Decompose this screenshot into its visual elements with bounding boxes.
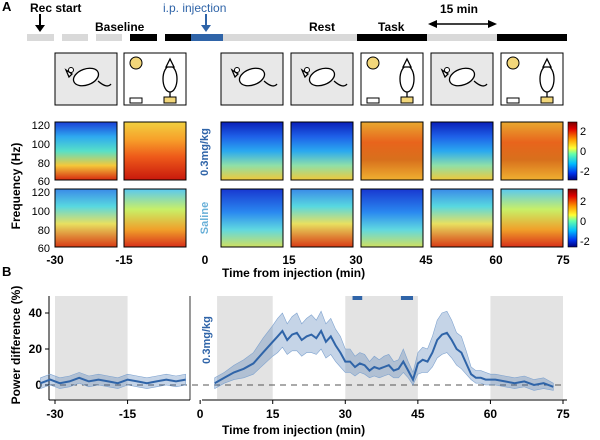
task-mouse-icon [506, 56, 555, 104]
rest-condition-panel [430, 52, 494, 106]
duration-label: 15 min [440, 2, 478, 16]
task-condition-panel [123, 52, 187, 106]
panel-a-xticks: -30 -15 0 15 30 45 60 75 [46, 253, 570, 267]
rec-start-arrowhead-icon [35, 25, 45, 32]
colorbar-tick: 0 [580, 146, 586, 158]
xtick-label: 30 [339, 407, 353, 421]
ytick-label: 100 [32, 206, 50, 218]
colorbar-bottom: 2 0 -2 [567, 188, 590, 248]
panel-a-ylabel: Frequency (Hz) [9, 143, 23, 230]
panel-b-ylabel: Power difference (%) [9, 286, 23, 405]
colorbar-tick: 0 [580, 216, 586, 228]
dose-label-a: 0.3mg/kg [199, 128, 211, 176]
xtick-label: -15 [119, 407, 137, 421]
rest-condition-panel [54, 52, 118, 106]
colorbar-tick: 2 [580, 196, 586, 208]
spectrogram-row-saline [54, 188, 564, 248]
power-difference-chart: 40 20 0 -30 -15 0 15 30 45 60 75 [29, 296, 570, 421]
xtick-label: 0 [197, 407, 204, 421]
resting-mouse-icon [300, 67, 348, 87]
ytick-label: 20 [29, 342, 43, 356]
xtick-label: 60 [489, 253, 503, 267]
saline-label: Saline [199, 202, 211, 234]
colorbar-tick: -2 [580, 236, 590, 248]
arrow-right-icon [488, 20, 497, 28]
task-condition-panel [360, 52, 424, 106]
panel-a-yticks-bottom: 120 100 80 60 [32, 187, 50, 255]
xtick-label: -15 [115, 253, 133, 267]
injection-marker: i.p. injection [163, 1, 226, 32]
ytick-label: 80 [38, 158, 50, 170]
rest-condition-panel [220, 52, 284, 106]
xtick-label: 60 [484, 407, 498, 421]
injection-arrowhead-icon [201, 25, 211, 32]
ytick-label: 60 [38, 243, 50, 255]
task-epoch-shade [217, 296, 273, 399]
ytick-label: 60 [38, 176, 50, 188]
dose-label-b: 0.3mg/kg [201, 316, 213, 364]
xtick-label: 15 [282, 253, 296, 267]
panel-b-xlabel: Time from injection (min) [222, 423, 365, 437]
resting-mouse-icon [440, 67, 488, 87]
ytick-label: 100 [32, 139, 50, 151]
panel-a-yticks-top: 120 100 80 60 [32, 120, 50, 188]
xtick-label: -30 [46, 407, 64, 421]
rec-start-marker: Rec start [30, 1, 81, 32]
injection-label: i.p. injection [163, 1, 226, 15]
resting-mouse-icon [64, 67, 112, 87]
spectrogram-row-dose [54, 121, 564, 181]
panel-a-label: A [2, 0, 12, 14]
xtick-label: 45 [411, 407, 425, 421]
mean-line [40, 376, 186, 385]
resting-mouse-icon [230, 67, 278, 87]
ytick-label: 120 [32, 120, 50, 132]
colorbar-tick: 2 [580, 126, 586, 138]
xtick-label: -30 [46, 253, 64, 267]
condition-icons [54, 52, 564, 106]
mean-line [214, 328, 554, 388]
colorbar-top: 2 0 -2 [567, 121, 590, 181]
confidence-band [40, 372, 186, 390]
xtick-label: 0 [202, 253, 209, 267]
rest-label: Rest [309, 20, 335, 34]
ytick-label: 40 [29, 306, 43, 320]
ytick-label: 80 [38, 225, 50, 237]
task-mouse-icon [366, 56, 415, 104]
duration-scale: 15 min [428, 2, 497, 28]
panel-b-label: B [2, 264, 11, 279]
panel-a-xlabel: Time from injection (min) [222, 266, 365, 280]
task-label: Task [378, 20, 405, 34]
arrow-left-icon [428, 20, 437, 28]
task-epoch-shade [345, 296, 418, 399]
task-condition-panel [500, 52, 564, 106]
rec-start-label: Rec start [30, 1, 81, 15]
rest-condition-panel [290, 52, 354, 106]
significance-bar [400, 296, 414, 300]
significance-bar [352, 296, 363, 300]
baseline-label: Baseline [95, 20, 145, 34]
ytick-label: 0 [35, 378, 42, 392]
colorbar-tick: -2 [580, 166, 590, 178]
xtick-label: 15 [266, 407, 280, 421]
xtick-label: 75 [556, 253, 570, 267]
xtick-label: 75 [556, 407, 570, 421]
xtick-label: 30 [349, 253, 363, 267]
timeline-bar [27, 34, 567, 41]
task-mouse-icon [129, 56, 178, 104]
ytick-label: 120 [32, 187, 50, 199]
xtick-label: 45 [419, 253, 433, 267]
